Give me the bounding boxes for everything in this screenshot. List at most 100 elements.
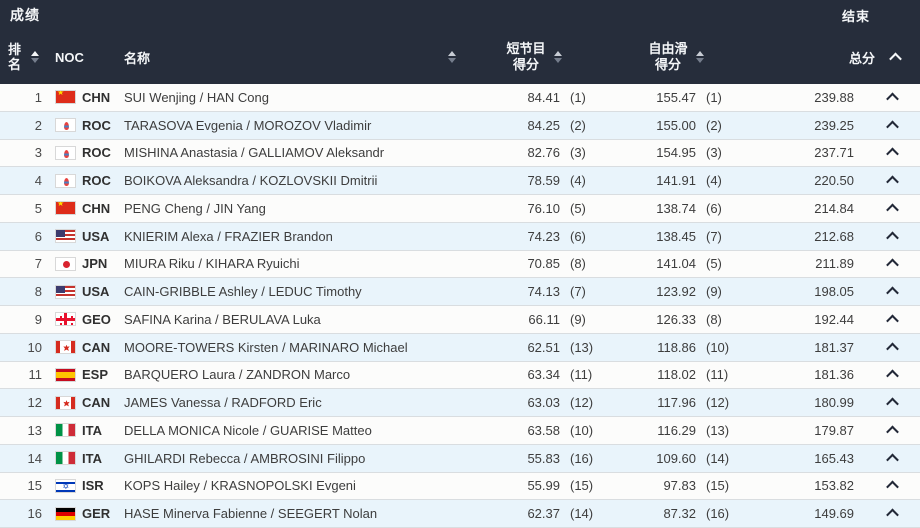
noc-cell: USA [82,284,110,300]
table-row[interactable]: 10 CAN MOORE-TOWERS Kirsten / MARINARO M… [0,333,920,362]
athlete-names-cell: TARASOVA Evgenia / MOROZOV Vladimir [124,117,372,133]
chevron-up-icon[interactable] [885,175,899,189]
table-row[interactable]: 6 USA KNIERIM Alexa / FRAZIER Brandon 74… [0,222,920,251]
chevron-up-icon[interactable] [885,453,899,466]
chevron-up-icon[interactable] [885,314,899,328]
chevron-up-icon[interactable] [885,120,899,133]
row-expand-toggle[interactable] [864,397,920,411]
athlete-names-cell: MIURA Riku / KIHARA Ryuichi [124,256,300,272]
noc-cell: ESP [82,367,109,383]
sort-icon[interactable] [553,51,562,63]
chevron-up-icon[interactable] [885,369,899,383]
country-flag-icon [55,423,76,438]
table-row[interactable]: 15 ISR KOPS Hailey / KRASNOPOLSKI Evgeni… [0,472,920,501]
chevron-up-icon[interactable] [885,258,899,272]
table-row[interactable]: 16 GER HASE Minerva Fabienne / SEEGERT N… [0,500,920,527]
short-program-score: 63.34 [527,367,560,383]
flag-cell [46,90,80,105]
free-skate-score: 118.86 [657,339,696,355]
noc-cell: ITA [82,450,102,466]
row-expand-toggle[interactable] [864,147,920,161]
free-skate-score: 138.74 [656,200,696,216]
short-program-rank: (7) [570,284,586,300]
rank-cell: 1 [34,89,42,105]
noc-cell: CHN [82,89,111,105]
chevron-up-icon[interactable] [885,286,899,300]
noc-cell: CAN [82,395,111,411]
table-row[interactable]: 2 ROC TARASOVA Evgenia / MOROZOV Vladimi… [0,111,920,140]
table-row[interactable]: 5 CHN PENG Cheng / JIN Yang 76.10 (5) 13… [0,195,920,223]
sort-icon[interactable] [448,51,456,63]
row-expand-toggle[interactable] [864,231,920,244]
sort-icon[interactable] [695,51,704,63]
row-expand-toggle[interactable] [864,258,920,272]
country-flag-icon [55,367,76,382]
chevron-up-icon[interactable] [885,508,899,522]
row-expand-toggle[interactable] [864,203,920,217]
column-header-short-program[interactable]: 短节目 得分 [460,30,608,84]
chevron-up-icon[interactable] [885,231,899,244]
row-expand-toggle[interactable] [864,314,920,328]
athlete-names-cell: MISHINA Anastasia / GALLIAMOV Aleksandr [124,145,385,161]
short-program-rank: (14) [570,506,594,522]
chevron-up-icon[interactable] [885,397,899,411]
country-flag-icon [55,201,76,216]
chevron-up-icon[interactable] [885,203,899,217]
flag-cell [46,395,80,410]
rank-cell: 10 [27,339,42,355]
noc-cell: ROC [82,173,111,189]
country-flag-icon [55,173,76,188]
table-row[interactable]: 13 ITA DELLA MONICA Nicole / GUARISE Mat… [0,417,920,445]
table-row[interactable]: 7 JPN MIURA Riku / KIHARA Ryuichi 70.85 … [0,250,920,279]
chevron-up-icon[interactable] [885,480,899,494]
column-header-rank[interactable]: 排名 [0,30,46,84]
row-expand-toggle[interactable] [864,425,920,439]
row-expand-toggle[interactable] [864,286,920,300]
flag-cell [46,451,80,466]
table-row[interactable]: 11 ESP BARQUERO Laura / ZANDRON Marco 63… [0,361,920,390]
free-skate-rank: (1) [706,89,722,105]
athlete-names-cell: DELLA MONICA Nicole / GUARISE Matteo [124,422,372,438]
row-expand-toggle[interactable] [864,342,920,355]
athlete-names-cell: KOPS Hailey / KRASNOPOLSKI Evgeni [124,478,356,494]
free-skate-score: 118.02 [657,367,696,383]
chevron-up-icon[interactable] [885,425,899,439]
row-expand-toggle[interactable] [864,175,920,189]
column-header-name[interactable]: 名称 [124,30,460,84]
total-header-label: 总分 [848,50,875,66]
row-expand-toggle[interactable] [864,480,920,494]
table-row[interactable]: 1 CHN SUI Wenjing / HAN Cong 84.41 (1) 1… [0,84,920,112]
rank-cell: 16 [27,506,42,522]
chevron-up-icon[interactable] [885,92,899,106]
row-expand-toggle[interactable] [864,120,920,133]
chevron-up-icon[interactable] [885,147,899,161]
short-program-rank: (4) [570,173,586,189]
table-row[interactable]: 3 ROC MISHINA Anastasia / GALLIAMOV Alek… [0,139,920,168]
sort-icon[interactable] [31,51,39,63]
country-flag-icon [55,90,76,105]
rank-cell: 7 [34,256,42,272]
total-score: 149.69 [814,506,854,522]
table-row[interactable]: 8 USA CAIN-GRIBBLE Ashley / LEDUC Timoth… [0,278,920,306]
table-row[interactable]: 4 ROC BOIKOVA Aleksandra / KOZLOVSKII Dm… [0,167,920,195]
column-header-total[interactable]: 总分 [744,30,920,84]
athlete-names-cell: JAMES Vanessa / RADFORD Eric [124,395,322,411]
free-skate-score: 116.29 [657,422,696,438]
chevron-up-icon[interactable] [889,52,902,65]
row-expand-toggle[interactable] [864,369,920,383]
row-expand-toggle[interactable] [864,453,920,466]
noc-cell: ISR [82,478,104,494]
table-row[interactable]: 9 GEO SAFINA Karina / BERULAVA Luka 66.1… [0,306,920,334]
row-expand-toggle[interactable] [864,508,920,522]
free-skate-rank: (8) [706,311,722,327]
chevron-up-icon[interactable] [885,342,899,355]
column-header-free-skate[interactable]: 自由滑 得分 [608,30,744,84]
free-skate-rank: (5) [706,256,722,272]
free-skate-rank: (3) [706,145,722,161]
row-expand-toggle[interactable] [864,92,920,106]
table-row[interactable]: 12 CAN JAMES Vanessa / RADFORD Eric 63.0… [0,389,920,417]
free-skate-rank: (16) [706,506,730,522]
short-program-rank: (8) [570,256,586,272]
table-row[interactable]: 14 ITA GHILARDI Rebecca / AMBROSINI Fili… [0,444,920,473]
short-program-header-label: 短节目 得分 [506,41,546,72]
